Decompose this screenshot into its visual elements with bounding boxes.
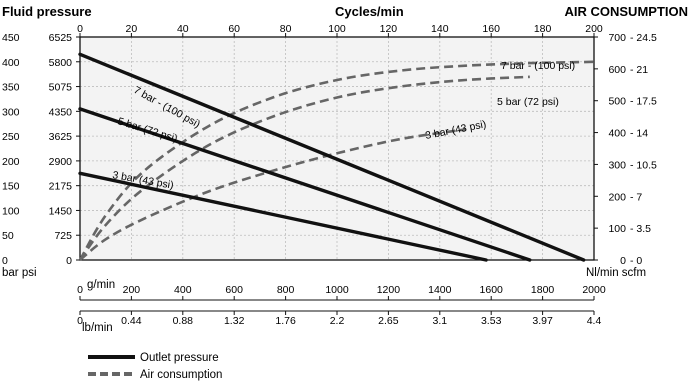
pressure-axis: 0 0 50 725 100 1450 150 2175 200 2900 250 3625 300 43…: [2, 32, 80, 267]
air-curve-7bar: [78, 60, 595, 261]
scfm-tick-label: - 17.5: [630, 96, 657, 108]
gmin-tick-label: 600: [225, 284, 243, 296]
scfm-tick-label: - 10.5: [630, 159, 657, 171]
psi-tick-label: 5800: [49, 57, 73, 69]
cycles-tick-label: 80: [280, 23, 292, 35]
bar-tick-label: 250: [2, 131, 20, 143]
cycles-tick-label: 60: [228, 23, 240, 35]
psi-tick-label: 0: [66, 255, 72, 267]
psi-tick-label: 5075: [49, 82, 73, 94]
cycles-title: Cycles/min: [335, 4, 404, 19]
legend-outlet-label: Outlet pressure: [140, 352, 219, 364]
lbmin-tick-label: 0.88: [173, 315, 194, 327]
left-units-label: bar psi: [2, 267, 37, 279]
psi-tick-label: 2900: [49, 156, 73, 168]
gmin-tick-label: 2000: [582, 284, 606, 296]
psi-tick-label: 2175: [49, 181, 73, 193]
nlmin-tick-label: 500: [608, 96, 626, 108]
outlet-curve-7bar: [78, 52, 586, 262]
psi-tick-label: 3625: [49, 131, 73, 143]
nlmin-tick-label: 100: [608, 223, 626, 235]
lbmin-tick-label: 0.44: [121, 315, 142, 327]
nlmin-tick-label: 600: [608, 64, 626, 76]
gmin-tick-label: 0: [77, 284, 83, 296]
bar-tick-label: 400: [2, 57, 20, 69]
bar-tick-label: 300: [2, 106, 20, 118]
air-label-7bar: 7 bar - (100 psi): [501, 60, 575, 72]
cycles-tick-label: 100: [328, 23, 346, 35]
legend-air-label: Air consumption: [140, 369, 222, 381]
lbmin-tick-label: 3.53: [481, 315, 502, 327]
lbmin-tick-label: 3.97: [532, 315, 553, 327]
psi-tick-label: 1450: [49, 205, 73, 217]
lbmin-tick-label: 0: [77, 315, 83, 327]
lbmin-axis: 0 0.44 0.88 1.32 1.76 2.2 2.65 3.1 3.53 3.97 4.4: [77, 311, 601, 327]
cycles-tick-label: 140: [431, 23, 449, 35]
gmin-tick-label: 1600: [480, 284, 504, 296]
fluid-pressure-title: Fluid pressure: [2, 4, 92, 19]
air-curve-5bar: [78, 75, 530, 261]
gmin-tick-label: 400: [174, 284, 192, 296]
outlet-pressure-series: [78, 52, 586, 262]
nlmin-tick-label: 300: [608, 159, 626, 171]
cycles-axis: 0 20 40 60 80 100 120 140 160 180 200: [77, 23, 603, 37]
scfm-tick-label: - 7: [630, 191, 642, 203]
gmin-tick-label: 1200: [377, 284, 401, 296]
nlmin-tick-label: 200: [608, 191, 626, 203]
scfm-tick-label: - 24.5: [630, 32, 657, 44]
gmin-tick-label: 1000: [325, 284, 349, 296]
scfm-tick-label: - 0: [630, 255, 642, 267]
bar-tick-label: 50: [2, 230, 14, 242]
cycles-tick-label: 180: [534, 23, 552, 35]
lbmin-tick-label: 2.65: [378, 315, 399, 327]
bar-tick-label: 0: [2, 255, 8, 267]
scfm-tick-label: - 3.5: [630, 223, 651, 235]
psi-tick-label: 4350: [49, 106, 73, 118]
lbmin-tick-label: 4.4: [587, 315, 602, 327]
right-units-label: Nl/min scfm: [586, 267, 646, 279]
cycles-tick-label: 0: [77, 23, 83, 35]
bar-tick-label: 350: [2, 82, 20, 94]
scfm-tick-label: - 21: [630, 64, 648, 76]
cycles-tick-label: 20: [126, 23, 138, 35]
bar-tick-label: 100: [2, 205, 20, 217]
lbmin-tick-label: 2.2: [330, 315, 345, 327]
air-consumption-series: [78, 60, 595, 262]
air-axis: 0 - 0 100 - 3.5 200 - 7 300 - 10.5 400 - 14 500 - 1…: [594, 32, 657, 267]
air-label-5bar: 5 bar (72 psi): [497, 96, 559, 108]
air-curve-3bar: [79, 128, 466, 262]
scfm-tick-label: - 14: [630, 128, 648, 140]
lbmin-label: lb/min: [82, 322, 113, 334]
psi-tick-label: 725: [54, 230, 72, 242]
bar-tick-label: 200: [2, 156, 20, 168]
cycles-tick-label: 160: [482, 23, 500, 35]
gmin-tick-label: 800: [277, 284, 295, 296]
gmin-tick-label: 1800: [531, 284, 555, 296]
cycles-tick-label: 120: [380, 23, 398, 35]
air-consumption-title: AIR CONSUMPTION: [565, 4, 689, 19]
nlmin-tick-label: 0: [620, 255, 626, 267]
cycles-tick-label: 200: [585, 23, 603, 35]
psi-tick-label: 6525: [49, 32, 73, 44]
bar-tick-label: 150: [2, 181, 20, 193]
outlet-curve-5bar: [78, 107, 532, 262]
lbmin-tick-label: 3.1: [432, 315, 447, 327]
nlmin-tick-label: 700: [608, 32, 626, 44]
gmin-tick-label: 200: [123, 284, 141, 296]
gmin-axis: 0 200 400 600 800 1000 1200 1400 1600 1800 2000: [77, 284, 606, 300]
lbmin-tick-label: 1.32: [224, 315, 245, 327]
lbmin-tick-label: 1.76: [275, 315, 296, 327]
gmin-tick-label: 1400: [428, 284, 452, 296]
gmin-label: g/min: [87, 279, 115, 291]
legend: Outlet pressure Air consumption: [88, 352, 222, 381]
cycles-tick-label: 40: [177, 23, 189, 35]
nlmin-tick-label: 400: [608, 128, 626, 140]
bar-tick-label: 450: [2, 32, 20, 44]
outlet-curve-3bar: [78, 171, 488, 262]
